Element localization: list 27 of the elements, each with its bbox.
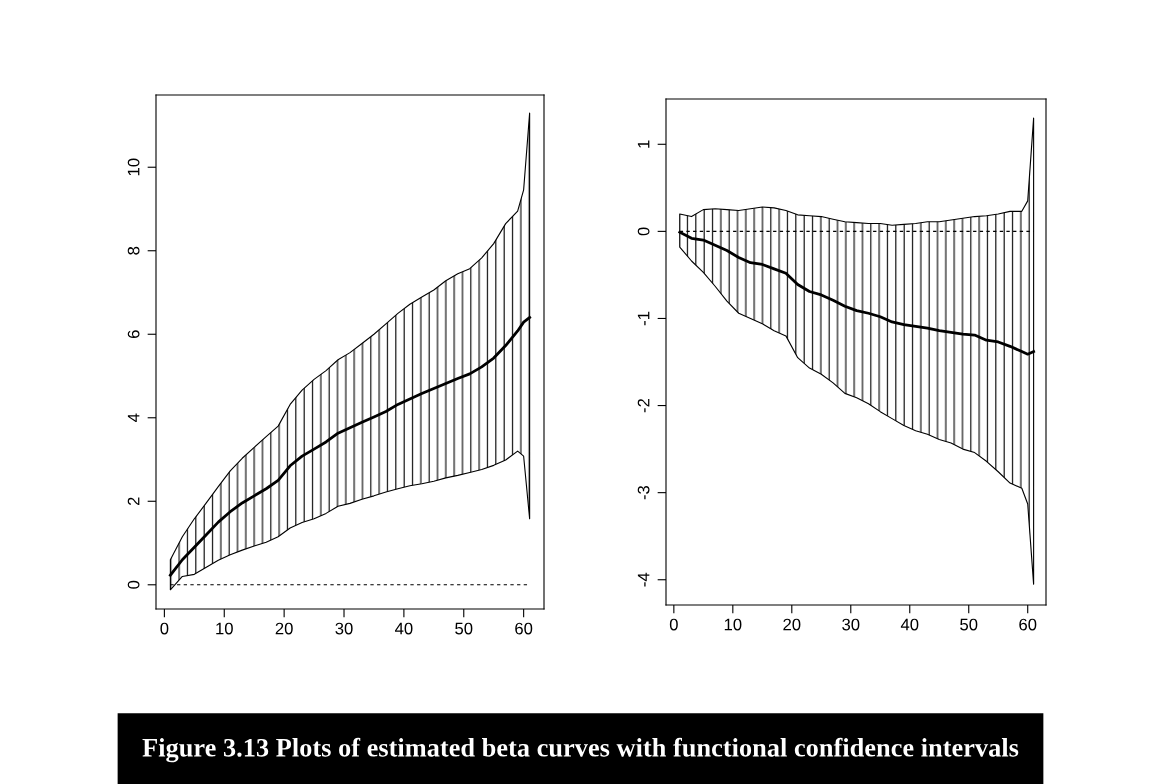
x-tick-label: 60 (515, 622, 533, 635)
x-tick-label: 60 (1019, 618, 1037, 631)
y-tick-label: 0 (127, 580, 140, 589)
x-tick-label: 0 (669, 618, 678, 631)
x-tick-label: 30 (842, 618, 860, 631)
x-tick-label: 10 (724, 618, 742, 631)
y-tick-label: -4 (637, 572, 650, 587)
x-tick-label: 50 (455, 622, 473, 635)
y-tick-label: 0 (637, 227, 650, 236)
y-tick-label: 6 (127, 330, 140, 339)
x-tick-label: 40 (395, 622, 413, 635)
x-tick-label: 50 (960, 618, 978, 631)
x-tick-label: 20 (783, 618, 801, 631)
x-tick-label: 10 (216, 622, 233, 635)
caption: Figure 3.13 Plots of estimated beta curves with functional confidence intervals (142, 737, 1019, 763)
y-tick-label: 2 (127, 497, 140, 506)
y-tick-label: -1 (637, 311, 650, 326)
x-tick-label: 30 (335, 622, 353, 635)
x-tick-label: 20 (275, 622, 293, 635)
x-tick-label: 0 (160, 622, 169, 635)
y-tick-label: 8 (127, 246, 140, 255)
y-tick-label: -2 (637, 398, 650, 413)
y-tick-label: -3 (637, 485, 650, 500)
y-tick-label: 1 (637, 140, 650, 148)
y-tick-label: 4 (127, 413, 140, 423)
y-tick-label: 10 (127, 158, 140, 176)
x-tick-label: 40 (900, 618, 919, 631)
